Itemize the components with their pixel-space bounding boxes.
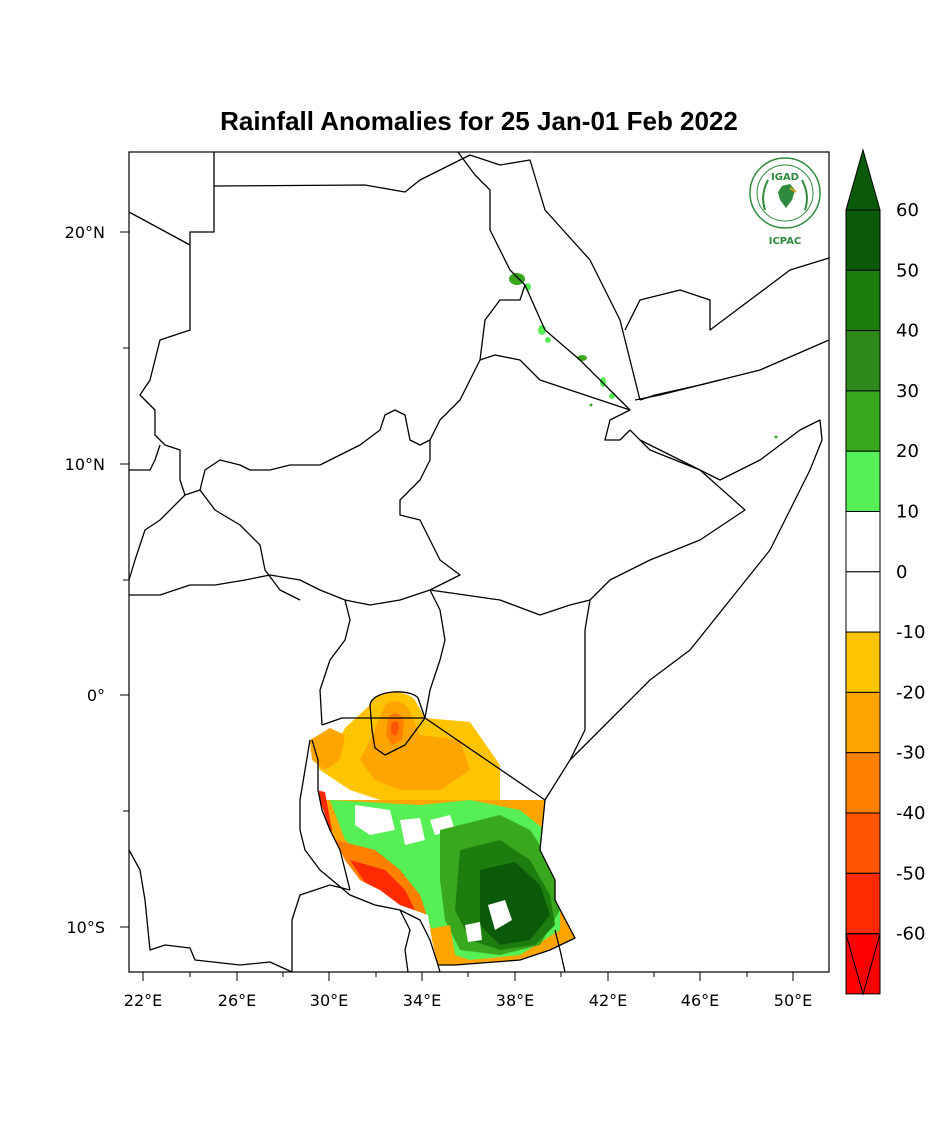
colorbar-cell (845, 691, 881, 754)
lon-label-46e: 46°E (681, 991, 719, 1010)
igad-icpac-logo: IGAD ICPAC (749, 157, 821, 247)
colorbar-cell (845, 631, 881, 693)
colorbar-cell (845, 269, 881, 332)
lon-label-26e: 26°E (218, 991, 256, 1010)
colorbar-cell (845, 752, 881, 814)
country-borders (128, 151, 830, 973)
lon-label-38e: 38°E (496, 991, 534, 1010)
anomaly-positive-dot-1 (589, 403, 593, 407)
colorbar-cell (845, 511, 881, 573)
lat-label-10n: 10°N (65, 455, 105, 474)
colorbar-label: 20 (896, 441, 919, 462)
colorbar-label: -60 (896, 924, 925, 945)
lon-label-34e: 34°E (403, 991, 441, 1010)
colorbar-label: 30 (896, 381, 919, 402)
lat-label-20n: 20°N (65, 223, 105, 242)
colorbar-top-arrow (845, 148, 881, 211)
colorbar-label: -40 (896, 803, 925, 824)
colorbar-cell (845, 330, 881, 392)
colorbar-label: 0 (896, 562, 907, 583)
colorbar-label: -10 (896, 622, 925, 643)
anomaly-negative-40-victoria (391, 721, 399, 736)
anomaly-positive-dot-2 (774, 435, 778, 439)
lon-label-30e: 30°E (310, 991, 348, 1010)
colorbar-cell (845, 209, 881, 271)
colorbar-label: 50 (896, 260, 919, 281)
anomaly-negative-50-southwest (350, 860, 415, 910)
colorbar-cell (845, 450, 881, 513)
colorbar-label: 40 (896, 321, 919, 342)
colorbar-label: -20 (896, 682, 925, 703)
lat-label-0: 0° (87, 686, 105, 705)
axis-ticks (120, 231, 794, 981)
colorbar-cell (845, 872, 881, 935)
lon-label-50e: 50°E (774, 991, 812, 1010)
lon-label-22e: 22°E (124, 991, 162, 1010)
logo-icpac-text: ICPAC (769, 236, 802, 247)
colorbar-cell (845, 812, 881, 874)
map-title: Rainfall Anomalies for 25 Jan-01 Feb 202… (220, 106, 738, 136)
colorbar-cell (845, 390, 881, 452)
colorbar-label: -30 (896, 743, 925, 764)
colorbar-bottom-arrow (845, 933, 881, 996)
logo-igad-text: IGAD (771, 172, 799, 183)
colorbar-label: -50 (896, 863, 925, 884)
anomaly-positive-eritrea-4 (545, 337, 551, 343)
colorbar: 60 50 40 30 20 10 0 -10 -20 -30 -40 -50 -60 (845, 148, 925, 996)
anomaly-positive-eritrea-1 (509, 273, 525, 285)
anomaly-positive-eritrea-7 (609, 393, 615, 399)
anomaly-field (310, 273, 778, 965)
lon-label-42e: 42°E (589, 991, 627, 1010)
colorbar-label: 10 (896, 502, 919, 523)
lat-label-10s: 10°S (66, 918, 105, 937)
anomaly-near-zero-patches (355, 805, 455, 845)
anomaly-near-zero-southeast (465, 900, 512, 942)
colorbar-label: 60 (896, 200, 919, 221)
colorbar-cell (845, 571, 881, 633)
anomaly-negative-20-west (310, 728, 345, 770)
